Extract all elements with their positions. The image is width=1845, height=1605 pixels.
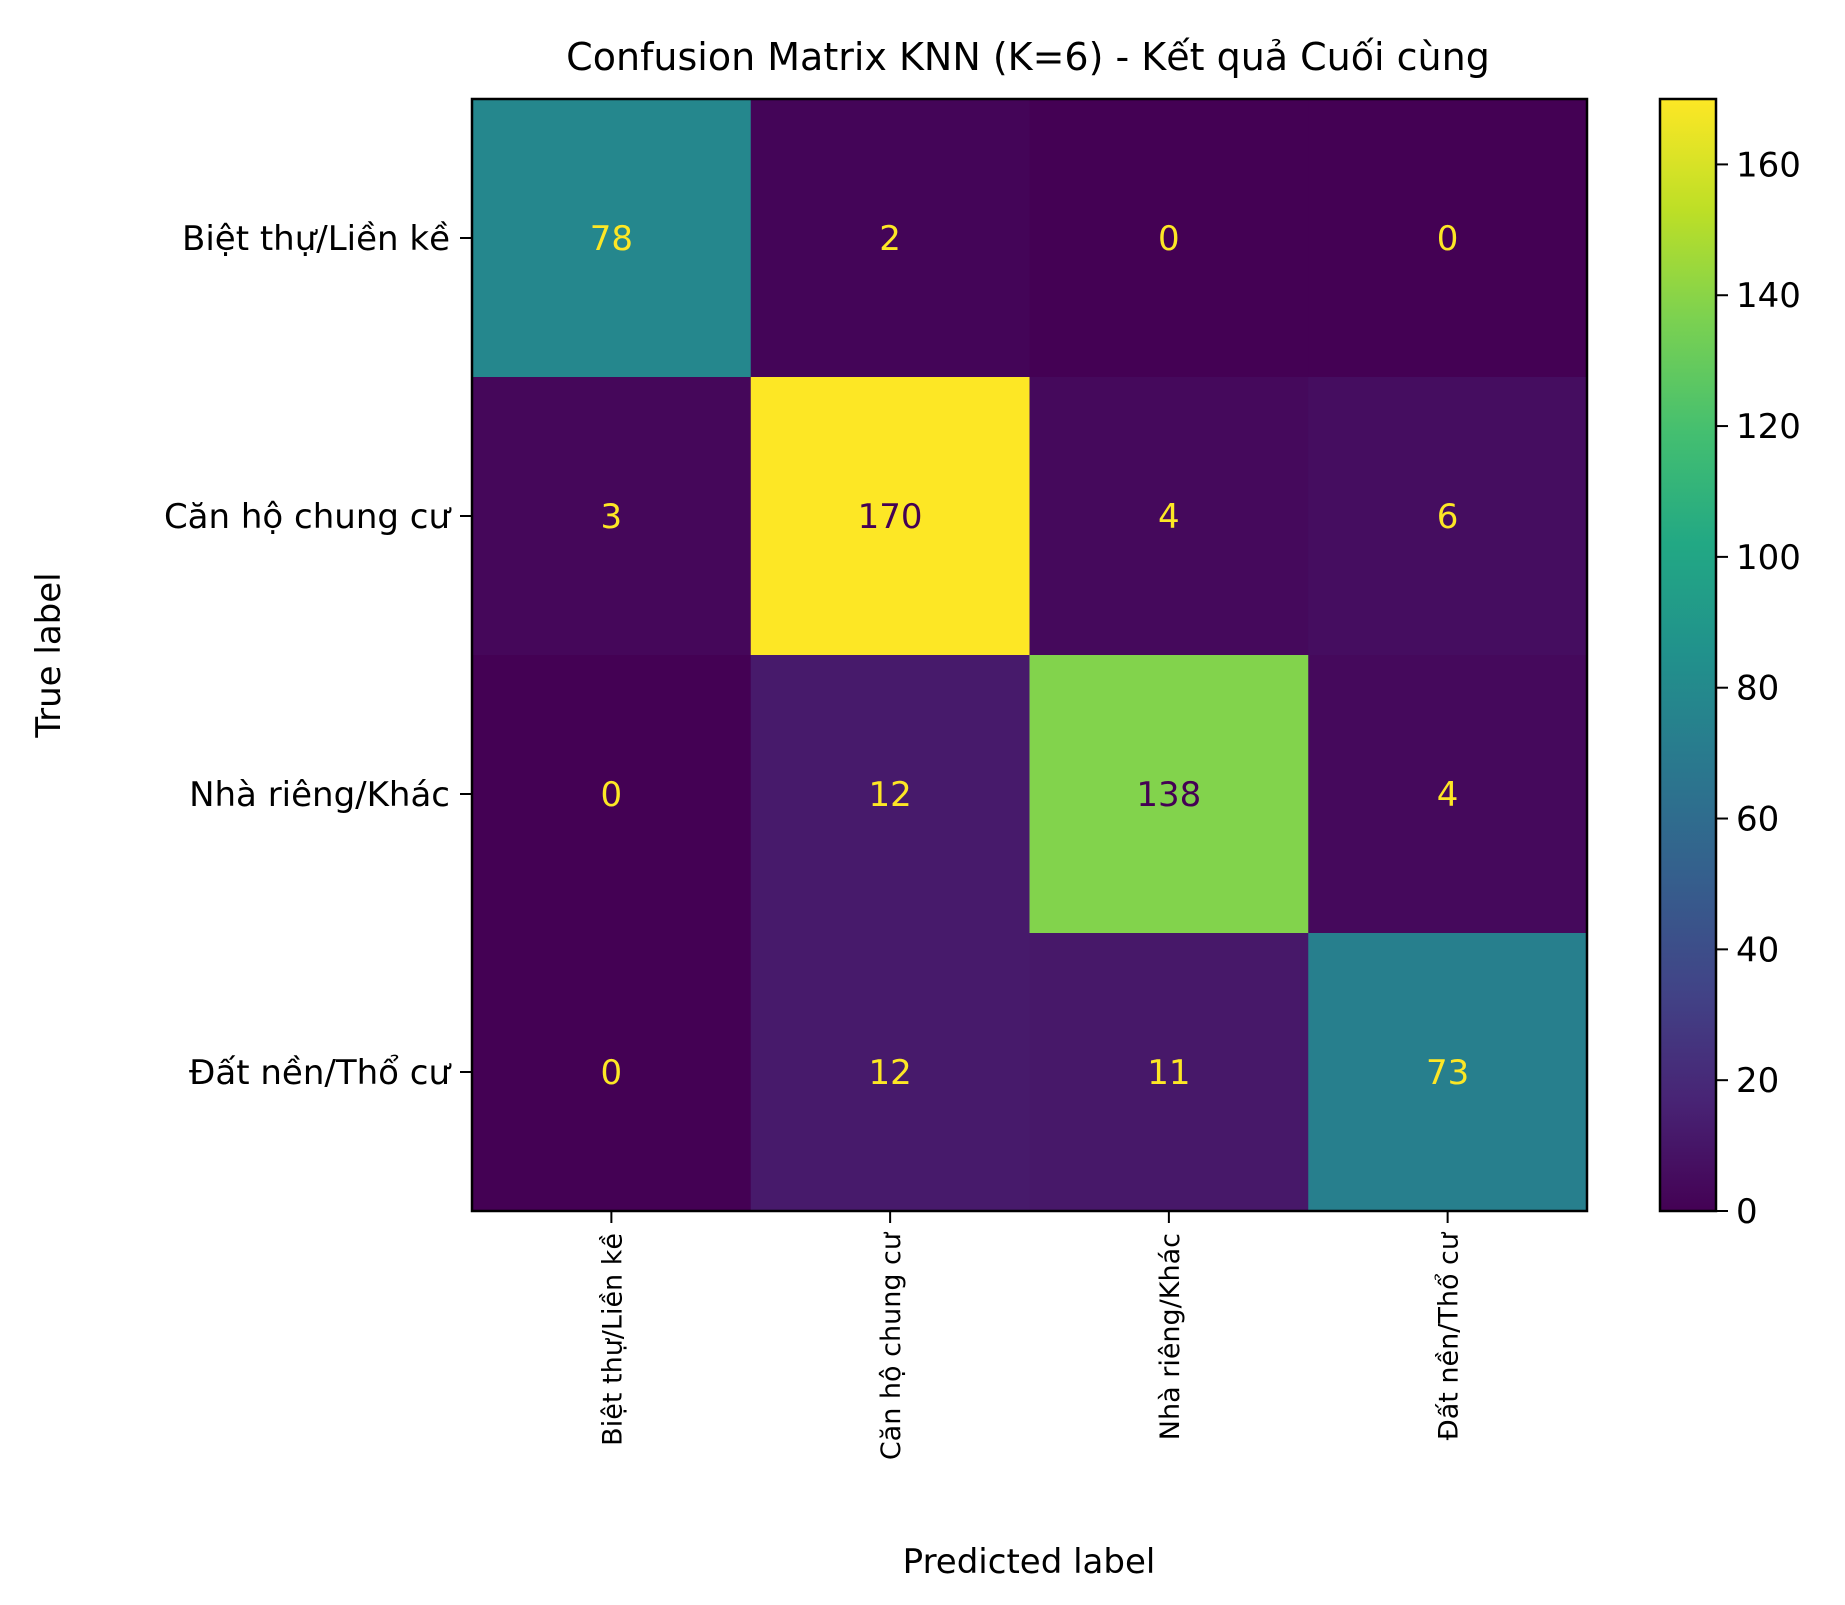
cell-value-label: 73: [1426, 1053, 1469, 1093]
cell-value-label: 3: [601, 497, 623, 537]
cell-value-label: 78: [590, 219, 633, 259]
y-tick-label: Đất nền/Thổ cư: [189, 1053, 451, 1093]
colorbar-tick-label: 120: [1736, 407, 1801, 447]
colorbar-tick-label: 20: [1736, 1061, 1779, 1101]
colorbar-tick-label: 140: [1736, 276, 1801, 316]
heatmap-cell: [1029, 377, 1309, 656]
heatmap-cell: [1308, 655, 1588, 934]
heatmap-cell: [750, 377, 1031, 656]
cell-value-label: 2: [879, 219, 901, 259]
heatmap-frame: [470, 97, 1589, 1213]
heatmap-cell: [750, 655, 1031, 934]
heatmap-cell: [1308, 99, 1588, 378]
colorbar-ticks: 0 20 40 60 80 100 120 140 160: [1716, 145, 1801, 1232]
heatmap-cell: [750, 99, 1031, 378]
heatmap-cell-labels: 78 2 0 0 3 170 4 6 0 12 138 4 0 12 11 73: [590, 219, 1470, 1093]
heatmap-cell: [1029, 99, 1309, 378]
cell-value-label: 170: [858, 497, 923, 537]
y-tick-label: Căn hộ chung cư: [164, 497, 452, 537]
colorbar-tick-label: 0: [1736, 1192, 1758, 1232]
x-tick-label: Đất nền/Thổ cư: [1434, 1231, 1465, 1440]
cell-value-label: 12: [868, 1053, 911, 1093]
y-axis-ticks: Biệt thự/Liền kề Căn hộ chung cư Nhà riêng…: [164, 219, 472, 1093]
heatmap-cell: [1308, 933, 1588, 1212]
colorbar-tick-label: 80: [1736, 669, 1779, 709]
cell-value-label: 0: [1437, 219, 1459, 259]
colorbar-tick-label: 160: [1736, 145, 1801, 185]
heatmap-cell: [1308, 377, 1588, 656]
x-tick-label: Biệt thự/Liền kề: [597, 1233, 628, 1446]
heatmap-cell: [472, 933, 752, 1212]
cell-value-label: 6: [1437, 497, 1459, 537]
cell-value-label: 0: [601, 775, 623, 815]
colorbar: [1658, 97, 1718, 1213]
heatmap-cell: [1029, 655, 1309, 934]
cell-value-label: 138: [1136, 775, 1201, 815]
colorbar-tick-label: 60: [1736, 800, 1779, 840]
cell-value-label: 4: [1437, 775, 1459, 815]
y-tick-label: Nhà riêng/Khác: [189, 775, 450, 815]
y-axis-label: True label: [29, 572, 69, 738]
cell-value-label: 4: [1158, 497, 1180, 537]
heatmap-cell: [750, 933, 1031, 1212]
x-axis-label: Predicted label: [903, 1542, 1156, 1582]
heatmap-cells: [472, 99, 1588, 1212]
chart-title: Confusion Matrix KNN (K=6) - Kết quả Cuố…: [566, 35, 1490, 79]
x-axis-ticks: Biệt thự/Liền kề Căn hộ chung cư Nhà riêng…: [597, 1211, 1465, 1460]
cell-value-label: 0: [1158, 219, 1180, 259]
colorbar-tick-label: 40: [1736, 930, 1779, 970]
x-tick-label: Nhà riêng/Khác: [1155, 1233, 1186, 1440]
heatmap-cell: [472, 377, 752, 656]
colorbar-tick-label: 100: [1736, 538, 1801, 578]
cell-value-label: 11: [1147, 1053, 1190, 1093]
heatmap-cell: [1029, 933, 1309, 1212]
x-tick-label: Căn hộ chung cư: [876, 1231, 907, 1460]
cell-value-label: 0: [601, 1053, 623, 1093]
heatmap-cell: [472, 655, 752, 934]
heatmap-cell: [472, 99, 752, 378]
cell-value-label: 12: [868, 775, 911, 815]
y-tick-label: Biệt thự/Liền kề: [182, 219, 450, 259]
